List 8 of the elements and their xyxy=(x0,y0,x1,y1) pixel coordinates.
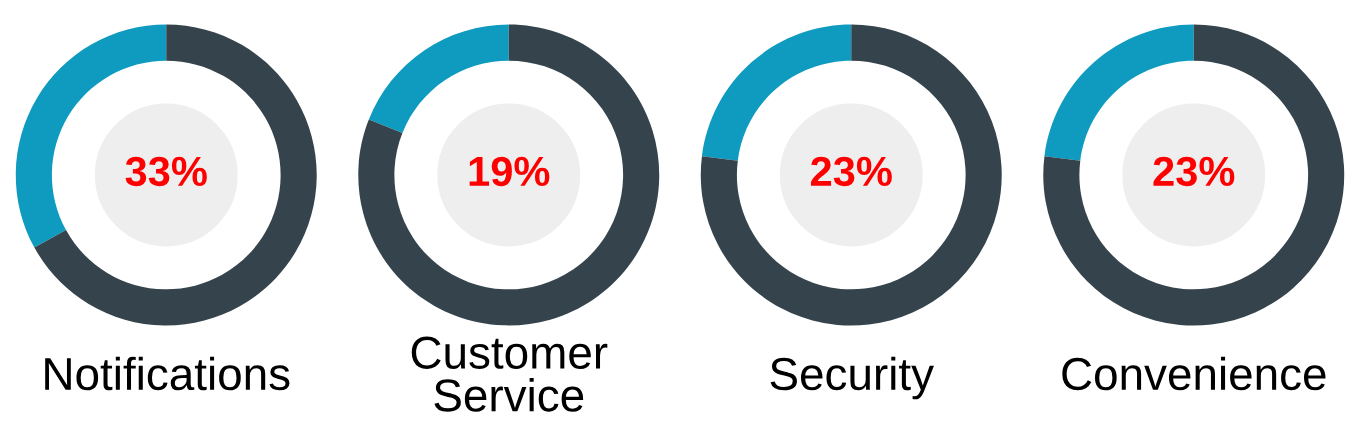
text: Security xyxy=(770,356,934,400)
text: 19% xyxy=(469,156,550,187)
text: Convenience xyxy=(1062,356,1326,391)
text: Customer Service xyxy=(411,336,608,412)
text: 23% xyxy=(811,156,892,187)
text: 33% xyxy=(125,156,207,187)
text: 23% xyxy=(1153,156,1235,187)
text: Notifications xyxy=(45,356,290,391)
